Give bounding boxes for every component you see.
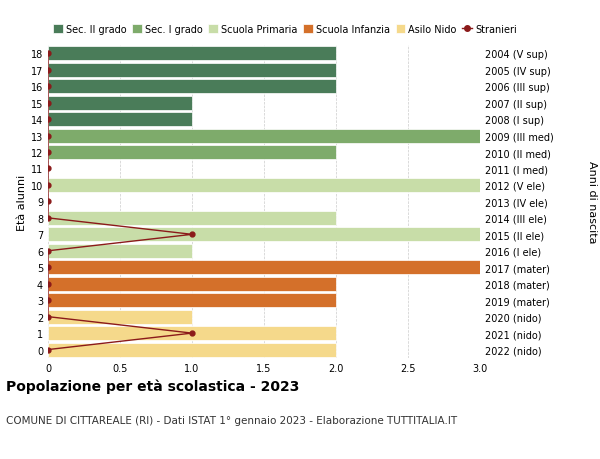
Bar [48, 63, 336, 78]
Text: COMUNE DI CITTAREALE (RI) - Dati ISTAT 1° gennaio 2023 - Elaborazione TUTTITALIA: COMUNE DI CITTAREALE (RI) - Dati ISTAT 1… [6, 415, 457, 425]
Bar [48, 113, 192, 127]
Bar [48, 326, 336, 341]
Legend: Sec. II grado, Sec. I grado, Scuola Primaria, Scuola Infanzia, Asilo Nido, Stran: Sec. II grado, Sec. I grado, Scuola Prim… [53, 25, 517, 35]
Text: Popolazione per età scolastica - 2023: Popolazione per età scolastica - 2023 [6, 379, 299, 393]
Bar [48, 129, 480, 143]
Bar [48, 228, 480, 242]
Bar [48, 96, 192, 110]
Bar [48, 244, 192, 258]
Bar [48, 261, 480, 274]
Bar [48, 277, 336, 291]
Bar [48, 179, 480, 192]
Bar [48, 343, 336, 357]
Bar [48, 294, 336, 308]
Bar [48, 80, 336, 94]
Bar [48, 146, 336, 160]
Bar [48, 47, 336, 61]
Bar [48, 310, 192, 324]
Text: Anni di nascita: Anni di nascita [587, 161, 597, 243]
Y-axis label: Età alunni: Età alunni [17, 174, 26, 230]
Bar [48, 212, 336, 225]
